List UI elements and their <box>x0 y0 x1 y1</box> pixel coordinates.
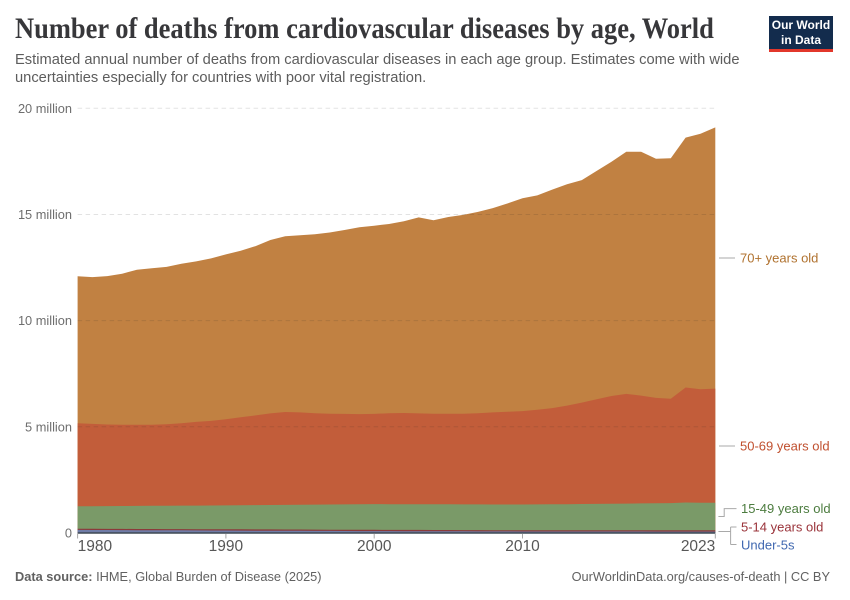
svg-text:70+ years old: 70+ years old <box>740 251 818 266</box>
svg-text:20 million: 20 million <box>18 101 72 116</box>
svg-text:2010: 2010 <box>505 538 540 555</box>
svg-text:1980: 1980 <box>78 538 113 555</box>
svg-text:15 million: 15 million <box>18 207 72 222</box>
svg-text:5 million: 5 million <box>25 419 72 434</box>
svg-text:10 million: 10 million <box>18 313 72 328</box>
svg-text:15-49 years old: 15-49 years old <box>741 501 831 516</box>
svg-text:2023: 2023 <box>681 538 715 555</box>
svg-text:0: 0 <box>65 526 72 541</box>
svg-text:50-69 years old: 50-69 years old <box>740 439 830 454</box>
svg-text:Under-5s: Under-5s <box>741 537 795 552</box>
svg-text:1990: 1990 <box>209 538 244 555</box>
svg-text:2000: 2000 <box>357 538 392 555</box>
svg-text:5-14 years old: 5-14 years old <box>741 520 823 535</box>
